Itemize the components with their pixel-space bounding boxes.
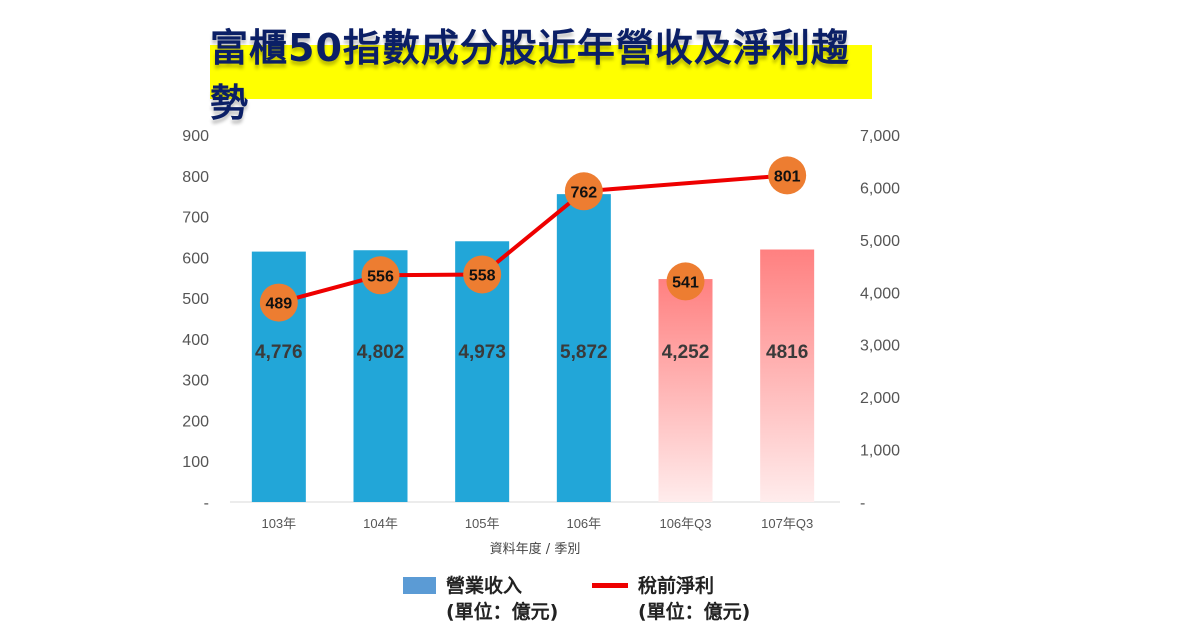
profit-marker bbox=[463, 255, 502, 294]
profit-label: 556 bbox=[367, 268, 394, 285]
x-axis-tick: 105年 bbox=[465, 516, 500, 531]
profit-label: 541 bbox=[672, 274, 699, 291]
bar-106年Q3 bbox=[658, 279, 713, 502]
bar-label: 4816 bbox=[766, 342, 808, 363]
legend-profit: 稅前淨利 (單位：億元) bbox=[638, 573, 750, 625]
profit-marker bbox=[361, 256, 400, 295]
left-axis-tick: 900 bbox=[182, 128, 209, 145]
left-axis-tick: 600 bbox=[182, 250, 209, 267]
x-axis-tick: 104年 bbox=[363, 516, 398, 531]
profit-marker bbox=[259, 283, 298, 322]
legend-revenue: 營業收入 (單位：億元) bbox=[446, 573, 558, 625]
profit-label: 558 bbox=[469, 267, 496, 284]
legend-revenue-label: 營業收入 bbox=[446, 575, 523, 597]
left-axis-tick: 400 bbox=[182, 332, 209, 349]
x-axis-tick: 106年 bbox=[566, 516, 601, 531]
left-axis-tick: 800 bbox=[182, 169, 209, 186]
legend-profit-label: 稅前淨利 bbox=[638, 575, 715, 597]
left-axis-tick: 300 bbox=[182, 373, 209, 390]
left-axis-tick: 200 bbox=[182, 413, 209, 430]
right-axis-tick: 3,000 bbox=[860, 338, 900, 355]
bar-label: 4,252 bbox=[662, 342, 710, 363]
left-axis-tick: 100 bbox=[182, 454, 209, 471]
right-axis-tick: 7,000 bbox=[860, 128, 900, 145]
right-axis-tick: 4,000 bbox=[860, 285, 900, 302]
x-axis-label: 資料年度 / 季別 bbox=[490, 541, 581, 557]
profit-label: 762 bbox=[570, 184, 597, 201]
right-axis-tick: 2,000 bbox=[860, 390, 900, 407]
bar-label: 5,872 bbox=[560, 342, 608, 363]
right-axis-tick: - bbox=[860, 495, 865, 512]
bar-label: 4,776 bbox=[255, 342, 303, 363]
legend-revenue-unit: (單位：億元) bbox=[446, 601, 559, 623]
profit-marker bbox=[564, 172, 603, 211]
x-axis-tick: 107年Q3 bbox=[761, 516, 813, 531]
right-axis-tick: 6,000 bbox=[860, 180, 900, 197]
bar-label: 4,802 bbox=[357, 342, 405, 363]
profit-marker bbox=[666, 262, 705, 301]
bar-106年 bbox=[556, 194, 611, 502]
right-axis-tick: 1,000 bbox=[860, 443, 900, 460]
legend-bar-swatch bbox=[403, 577, 436, 594]
left-axis-tick: 500 bbox=[182, 291, 209, 308]
x-axis-tick: 106年Q3 bbox=[659, 516, 711, 531]
profit-label: 801 bbox=[774, 168, 801, 185]
profit-label: 489 bbox=[265, 296, 292, 313]
legend-line-swatch bbox=[592, 583, 628, 588]
left-axis-tick: 700 bbox=[182, 210, 209, 227]
legend-profit-unit: (單位：億元) bbox=[638, 601, 751, 623]
left-axis-tick: - bbox=[204, 495, 209, 512]
right-axis-tick: 5,000 bbox=[860, 233, 900, 250]
bar-107年Q3 bbox=[760, 249, 815, 502]
bar-label: 4,973 bbox=[458, 342, 506, 363]
profit-marker bbox=[768, 156, 807, 195]
x-axis-tick: 103年 bbox=[261, 516, 296, 531]
